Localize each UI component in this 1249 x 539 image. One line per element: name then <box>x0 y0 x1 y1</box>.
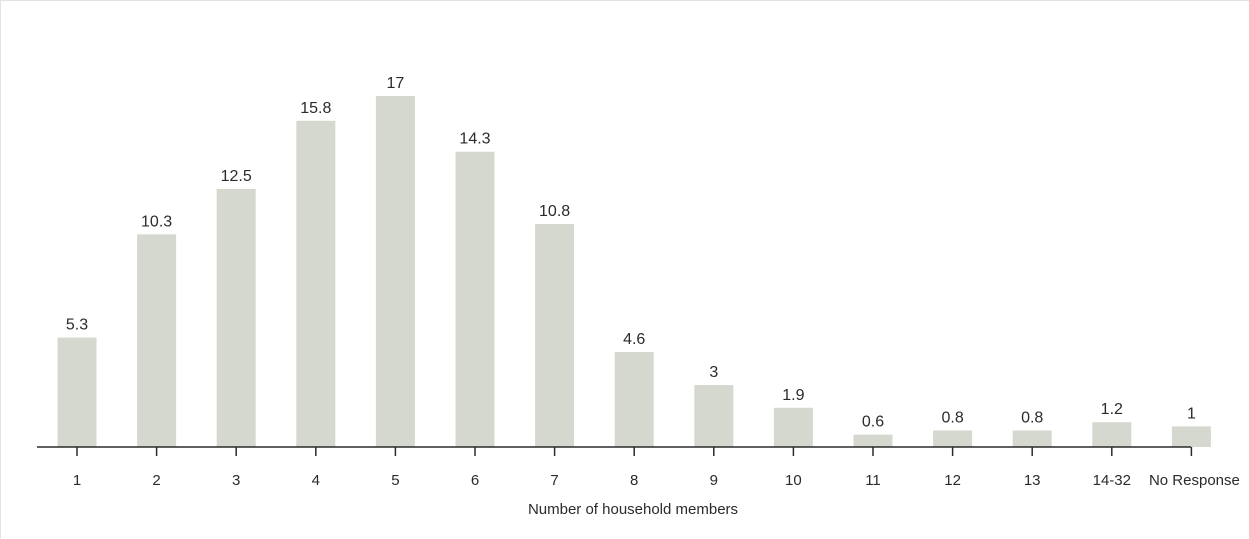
bar-8 <box>614 352 654 447</box>
bar-12 <box>933 430 973 447</box>
bar-value-label: 3 <box>709 364 718 381</box>
x-tick-label: 14-32 <box>1093 472 1131 489</box>
x-tick-label: 11 <box>865 472 881 489</box>
x-tick-label: 1 <box>73 472 81 489</box>
bar-10 <box>773 407 813 447</box>
bar-value-label: 0.6 <box>862 414 884 431</box>
x-tick-label: 5 <box>391 472 399 489</box>
bar-value-label: 14.3 <box>459 131 490 148</box>
x-tick-label: 10 <box>785 472 802 489</box>
bar-9 <box>694 385 734 447</box>
x-tick-labels-layer: 1 2 3 4 5 6 7 8 9 10 11 12 13 14-32 No Response <box>73 472 1240 489</box>
bar-value-label: 10.3 <box>141 213 172 230</box>
bar-value-label: 0.8 <box>1021 409 1043 426</box>
x-tick-label: 4 <box>312 472 320 489</box>
bar-value-label: 4.6 <box>623 331 645 348</box>
x-axis-title: Number of household members <box>528 501 738 518</box>
bar-11 <box>853 434 893 447</box>
x-tick-label: 7 <box>550 472 558 489</box>
bar-14-32 <box>1092 422 1132 447</box>
value-labels-layer: 5.3 10.3 12.5 15.8 17 14.3 10.8 4.6 3 1.9 0.6 0.8 0.… <box>66 75 1196 431</box>
x-tick-label: 12 <box>944 472 961 489</box>
bar-7 <box>535 224 575 447</box>
bar-no-response <box>1171 426 1211 447</box>
bar-3 <box>216 188 256 448</box>
bar-2 <box>137 234 177 447</box>
bar-value-label: 1 <box>1187 405 1196 422</box>
bar-value-label: 15.8 <box>300 100 331 117</box>
bar-value-label: 12.5 <box>221 168 252 185</box>
x-tick-label: 2 <box>152 472 160 489</box>
bar-13 <box>1012 430 1052 447</box>
bars-layer <box>57 96 1211 448</box>
bar-5 <box>375 96 415 447</box>
bar-value-label: 17 <box>387 75 405 92</box>
bar-value-label: 5.3 <box>66 317 88 334</box>
bar-value-label: 1.2 <box>1101 401 1123 418</box>
bar-4 <box>296 120 336 447</box>
x-tick-label: 8 <box>630 472 638 489</box>
bar-value-label: 1.9 <box>782 387 804 404</box>
bar-1 <box>57 337 97 447</box>
x-ticks-layer <box>76 447 1193 456</box>
x-tick-label: No Response <box>1149 472 1240 489</box>
bar-value-label: 10.8 <box>539 203 570 220</box>
x-tick-label: 3 <box>232 472 240 489</box>
bar-value-label: 0.8 <box>941 409 963 426</box>
x-tick-label: 13 <box>1024 472 1041 489</box>
bar-6 <box>455 151 495 447</box>
x-tick-label: 6 <box>471 472 479 489</box>
x-tick-label: 9 <box>710 472 718 489</box>
